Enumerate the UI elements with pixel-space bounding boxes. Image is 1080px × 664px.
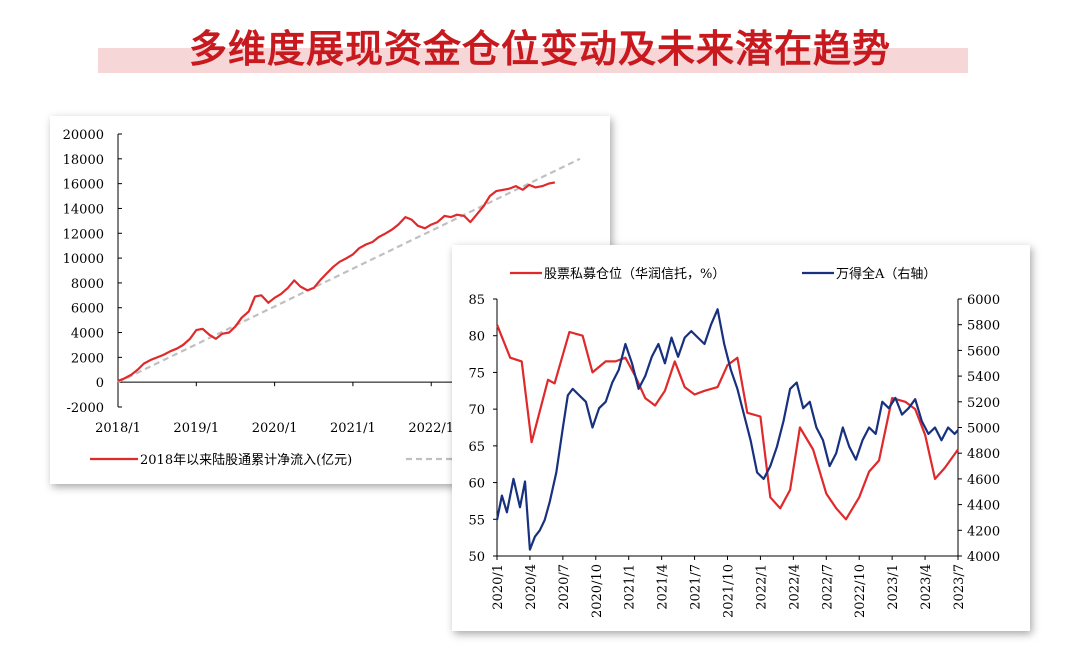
right-y-tick-label: 5600 bbox=[967, 344, 1000, 359]
legend-label-private-fund-position: 股票私募仓位（华润信托，%） bbox=[544, 267, 725, 282]
left-y-tick-label: 60 bbox=[468, 477, 485, 492]
y-tick-label: 10000 bbox=[63, 252, 104, 267]
left-y-tick-label: 85 bbox=[468, 293, 485, 308]
left-y-tick-label: 50 bbox=[468, 550, 485, 565]
right-y-tick-label: 5000 bbox=[967, 422, 1000, 437]
y-tick-label: 14000 bbox=[63, 202, 104, 217]
legend-label-northbound-flow: 2018年以来陆股通累计净流入(亿元) bbox=[140, 452, 352, 468]
x-tick-label: 2022/4 bbox=[787, 564, 802, 610]
legend-label-wind-all-a: 万得全A（右轴） bbox=[836, 266, 936, 282]
series-line-wind-all-a bbox=[495, 308, 959, 551]
y-tick-label: 6000 bbox=[71, 302, 104, 317]
y-tick-label: 16000 bbox=[63, 178, 104, 193]
x-tick-label: 2022/1 bbox=[408, 421, 454, 436]
right-y-tick-label: 4200 bbox=[967, 524, 1000, 539]
x-tick-label: 2023/1 bbox=[886, 564, 901, 610]
right-y-tick-label: 4800 bbox=[967, 447, 1000, 462]
right-y-tick-label: 5400 bbox=[967, 370, 1000, 385]
chart-card-private-fund-position: 50 55 60 65 70 75 80 85 4000 4200 4400 4600 4800 5000… bbox=[452, 245, 1030, 631]
x-tick-label: 2020/10 bbox=[590, 564, 605, 618]
y-tick-label: 4000 bbox=[71, 327, 104, 342]
series-line-northbound-flow bbox=[117, 181, 556, 382]
left-y-tick-label: 70 bbox=[468, 403, 485, 418]
right-y-tick-label: 5200 bbox=[967, 396, 1000, 411]
northbound-flow-chart: -2000 0 2000 4000 6000 8000 10000 12000 14000 160… bbox=[63, 128, 581, 468]
x-tick-label: 2020/1 bbox=[252, 421, 298, 436]
x-tick-label: 2021/1 bbox=[330, 421, 376, 436]
x-tick-label: 2023/7 bbox=[952, 564, 967, 610]
right-y-tick-label: 6000 bbox=[967, 293, 1000, 308]
y-tick-label: 18000 bbox=[63, 153, 104, 168]
y-tick-label: -2000 bbox=[67, 401, 104, 416]
trend-line bbox=[117, 157, 581, 384]
left-y-tick-label: 75 bbox=[468, 366, 485, 381]
left-y-tick-label: 80 bbox=[468, 330, 485, 345]
x-tick-label: 2021/10 bbox=[722, 564, 737, 618]
x-tick-label: 2023/4 bbox=[919, 564, 934, 610]
y-tick-label: 12000 bbox=[63, 227, 104, 242]
private-fund-position-chart: 50 55 60 65 70 75 80 85 4000 4200 4400 4600 4800 5000… bbox=[468, 266, 1000, 618]
x-tick-label: 2020/7 bbox=[557, 564, 572, 610]
right-y-tick-label: 4400 bbox=[967, 499, 1000, 514]
x-tick-label: 2021/1 bbox=[623, 564, 638, 610]
x-tick-label: 2022/10 bbox=[853, 564, 868, 618]
y-tick-label: 20000 bbox=[63, 128, 104, 143]
right-y-tick-label: 4600 bbox=[967, 473, 1000, 488]
right-y-tick-label: 5800 bbox=[967, 319, 1000, 334]
x-tick-label: 2019/1 bbox=[173, 421, 219, 436]
y-tick-label: 8000 bbox=[71, 277, 104, 292]
x-tick-label: 2022/1 bbox=[754, 564, 769, 610]
y-tick-label: 0 bbox=[96, 376, 104, 391]
series-line-private-fund-position bbox=[495, 324, 959, 521]
left-y-tick-label: 55 bbox=[468, 513, 485, 528]
x-tick-label: 2021/7 bbox=[689, 564, 704, 610]
x-tick-label: 2020/4 bbox=[524, 564, 539, 610]
page-title: 多维度展现资金仓位变动及未来潜在趋势 bbox=[188, 26, 891, 71]
x-tick-label: 2020/1 bbox=[491, 564, 506, 610]
x-tick-label: 2018/1 bbox=[95, 421, 141, 436]
x-tick-label: 2022/7 bbox=[820, 564, 835, 610]
right-y-tick-label: 4000 bbox=[967, 550, 1000, 565]
y-tick-label: 2000 bbox=[71, 351, 104, 366]
x-tick-label: 2021/4 bbox=[656, 564, 671, 610]
title-highlight-band bbox=[98, 48, 968, 73]
left-y-tick-label: 65 bbox=[468, 440, 485, 455]
